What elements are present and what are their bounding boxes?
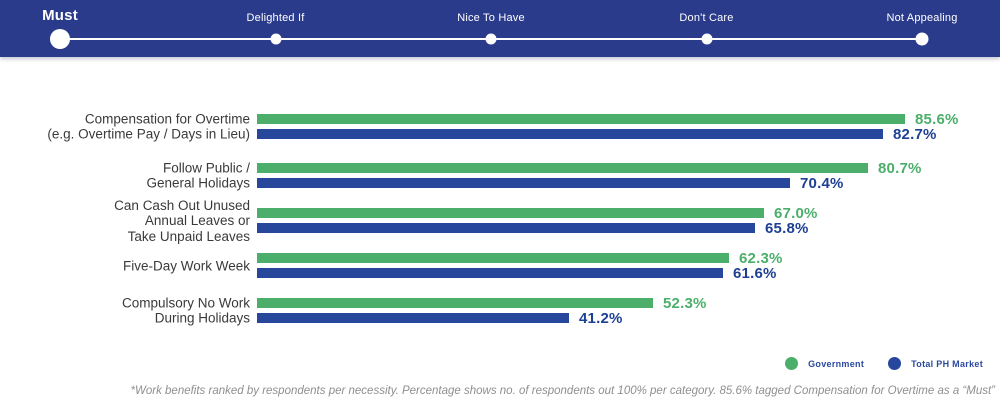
scale-stop-label: Don't Care [679,12,734,24]
scale-stop-label: Must [42,7,78,24]
bar-line: 65.8% [257,220,809,237]
market-bar [257,268,723,278]
market-value: 41.2% [579,309,623,327]
government-bar [257,298,653,308]
bar-line: 52.3% [257,295,707,312]
market-bar [257,313,569,323]
market-value: 82.7% [893,125,937,143]
government-value: 62.3% [739,249,783,267]
benefit-row: Follow Public / General Holidays 80.7% 70.4… [0,160,1000,192]
scale-stop-dot[interactable] [915,32,929,46]
benefit-row: Compulsory No Work During Holidays 52.3% 41… [0,295,1000,327]
scale-stop-don-t-care[interactable]: Don't Care [647,0,767,57]
scale-stop-not-appealing[interactable]: Not Appealing [862,0,982,57]
category-label: Compensation for Overtime (e.g. Overtime … [47,111,250,142]
government-value: 85.6% [915,110,959,128]
scale-stop-dot[interactable] [485,33,497,45]
market-value: 61.6% [733,264,777,282]
benefit-row: Can Cash Out Unused Annual Leaves or Take … [0,197,1000,243]
bar-line: 70.4% [257,175,844,192]
bar-line: 82.7% [257,126,937,143]
market-bar [257,129,883,139]
scale-stop-nice-to-have[interactable]: Nice To Have [431,0,551,57]
bar-line: 67.0% [257,205,818,222]
category-label: Compulsory No Work During Holidays [121,295,250,326]
government-bar [257,114,905,124]
legend: Government Total PH Market [785,357,983,370]
government-value: 80.7% [878,159,922,177]
category-label: Five-Day Work Week [122,257,250,273]
bar-line: 41.2% [257,310,623,327]
scale-stop-must[interactable]: Must [0,0,120,57]
market-bar [257,178,790,188]
bar-line: 85.6% [257,111,959,128]
bar-line: 62.3% [257,250,783,267]
market-legend-dot [888,357,902,370]
legend-item-total-ph-market: Total PH Market [888,357,983,370]
scale-stop-label: Not Appealing [886,12,958,24]
government-bar [257,163,868,173]
scale-stop-dot[interactable] [270,33,281,45]
scale-stop-dot[interactable] [701,33,712,45]
market-bar [257,223,755,233]
scale-stop-delighted-if[interactable]: Delighted If [216,0,336,57]
scale-stop-label: Delighted If [246,12,305,24]
market-value: 70.4% [800,174,844,192]
government-value: 67.0% [774,204,818,222]
legend-item-government: Government [785,357,864,370]
bar-line: 80.7% [257,160,922,177]
footnote: *Work benefits ranked by respondents per… [130,385,995,397]
government-legend-label: Government [808,358,865,369]
bar-line: 61.6% [257,265,777,282]
market-value: 65.8% [765,219,809,237]
government-value: 52.3% [663,294,707,312]
necessity-scale-bar: Must Delighted If Nice To Have Don't Care No… [0,0,1000,57]
scale-stop-label: Nice To Have [457,12,525,24]
category-label: Follow Public / General Holidays [146,160,250,191]
government-bar [257,253,729,263]
benefit-row: Five-Day Work Week 62.3% 61.6% [0,250,1000,282]
government-legend-dot [785,357,799,370]
category-label: Can Cash Out Unused Annual Leaves or Take … [114,197,250,244]
government-bar [257,208,764,218]
market-legend-label: Total PH Market [911,358,983,369]
benefit-row: Compensation for Overtime (e.g. Overtime … [0,111,1000,143]
scale-stop-dot[interactable] [50,29,70,49]
